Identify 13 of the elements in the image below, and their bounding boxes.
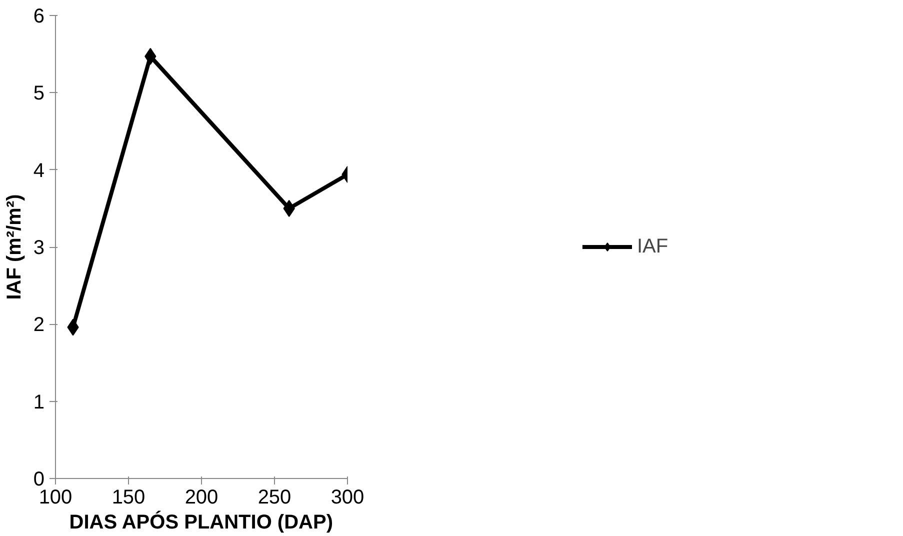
y-tick-label: 1: [33, 391, 44, 414]
y-tick-label: 3: [33, 237, 44, 259]
y-tick-label: 2: [33, 314, 44, 336]
x-tick-label: 200: [184, 486, 218, 508]
y-tick-label: 5: [33, 82, 44, 105]
legend-label: IAF: [636, 235, 668, 258]
y-axis-title: IAF (m²/m²): [3, 194, 26, 300]
y-tick-label: 6: [33, 6, 44, 28]
x-axis-title: DIAS APÓS PLANTIO (DAP): [69, 510, 333, 534]
x-tick-label: 150: [112, 486, 146, 508]
x-tick-label: 300: [330, 486, 364, 508]
x-tick-label: 250: [258, 486, 292, 508]
y-tick-label: 4: [33, 160, 44, 182]
